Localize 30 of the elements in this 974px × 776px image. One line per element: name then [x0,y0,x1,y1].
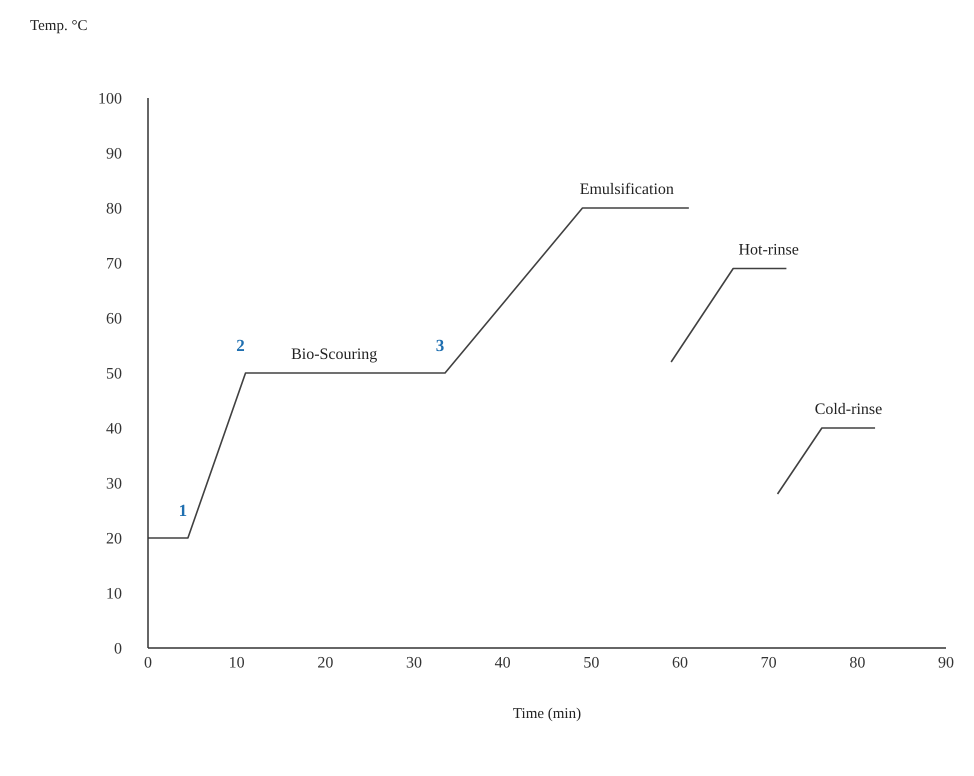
x-axis-title: Time (min) [512,706,582,722]
annotation: 3 [436,336,444,355]
x-tick-label: 40 [494,654,511,672]
y-tick-label: 90 [106,146,122,163]
annotation: Emulsification [580,181,674,198]
annotation: 1 [178,501,188,520]
annotation: Cold-rinse [814,401,882,418]
y-tick-label: 100 [98,90,122,108]
x-tick-label: 20 [317,654,334,672]
x-tick-label: 50 [583,654,600,672]
y-axis-title: Temp. °C [30,18,88,35]
x-tick-label: 10 [228,654,245,672]
x-tick-label: 30 [406,654,422,672]
y-tick-label: 20 [106,530,122,548]
y-tick-label: 10 [106,586,122,603]
annotation: 2 [236,336,245,355]
annotation: Bio-Scouring [291,346,378,363]
y-tick-label: 30 [106,476,122,493]
y-tick-label: 40 [106,420,122,438]
y-tick-label: 0 [114,640,122,658]
x-tick-label: 70 [760,654,777,672]
y-tick-label: 60 [106,310,122,328]
annotation: Hot-rinse [738,242,799,258]
y-tick-label: 50 [106,366,122,383]
x-tick-label: 80 [849,654,866,672]
x-tick-label: 0 [144,654,152,672]
y-tick-label: 80 [106,200,122,218]
y-tick-label: 70 [106,256,122,273]
x-tick-label: 90 [938,654,954,672]
x-tick-label: 60 [672,654,688,672]
